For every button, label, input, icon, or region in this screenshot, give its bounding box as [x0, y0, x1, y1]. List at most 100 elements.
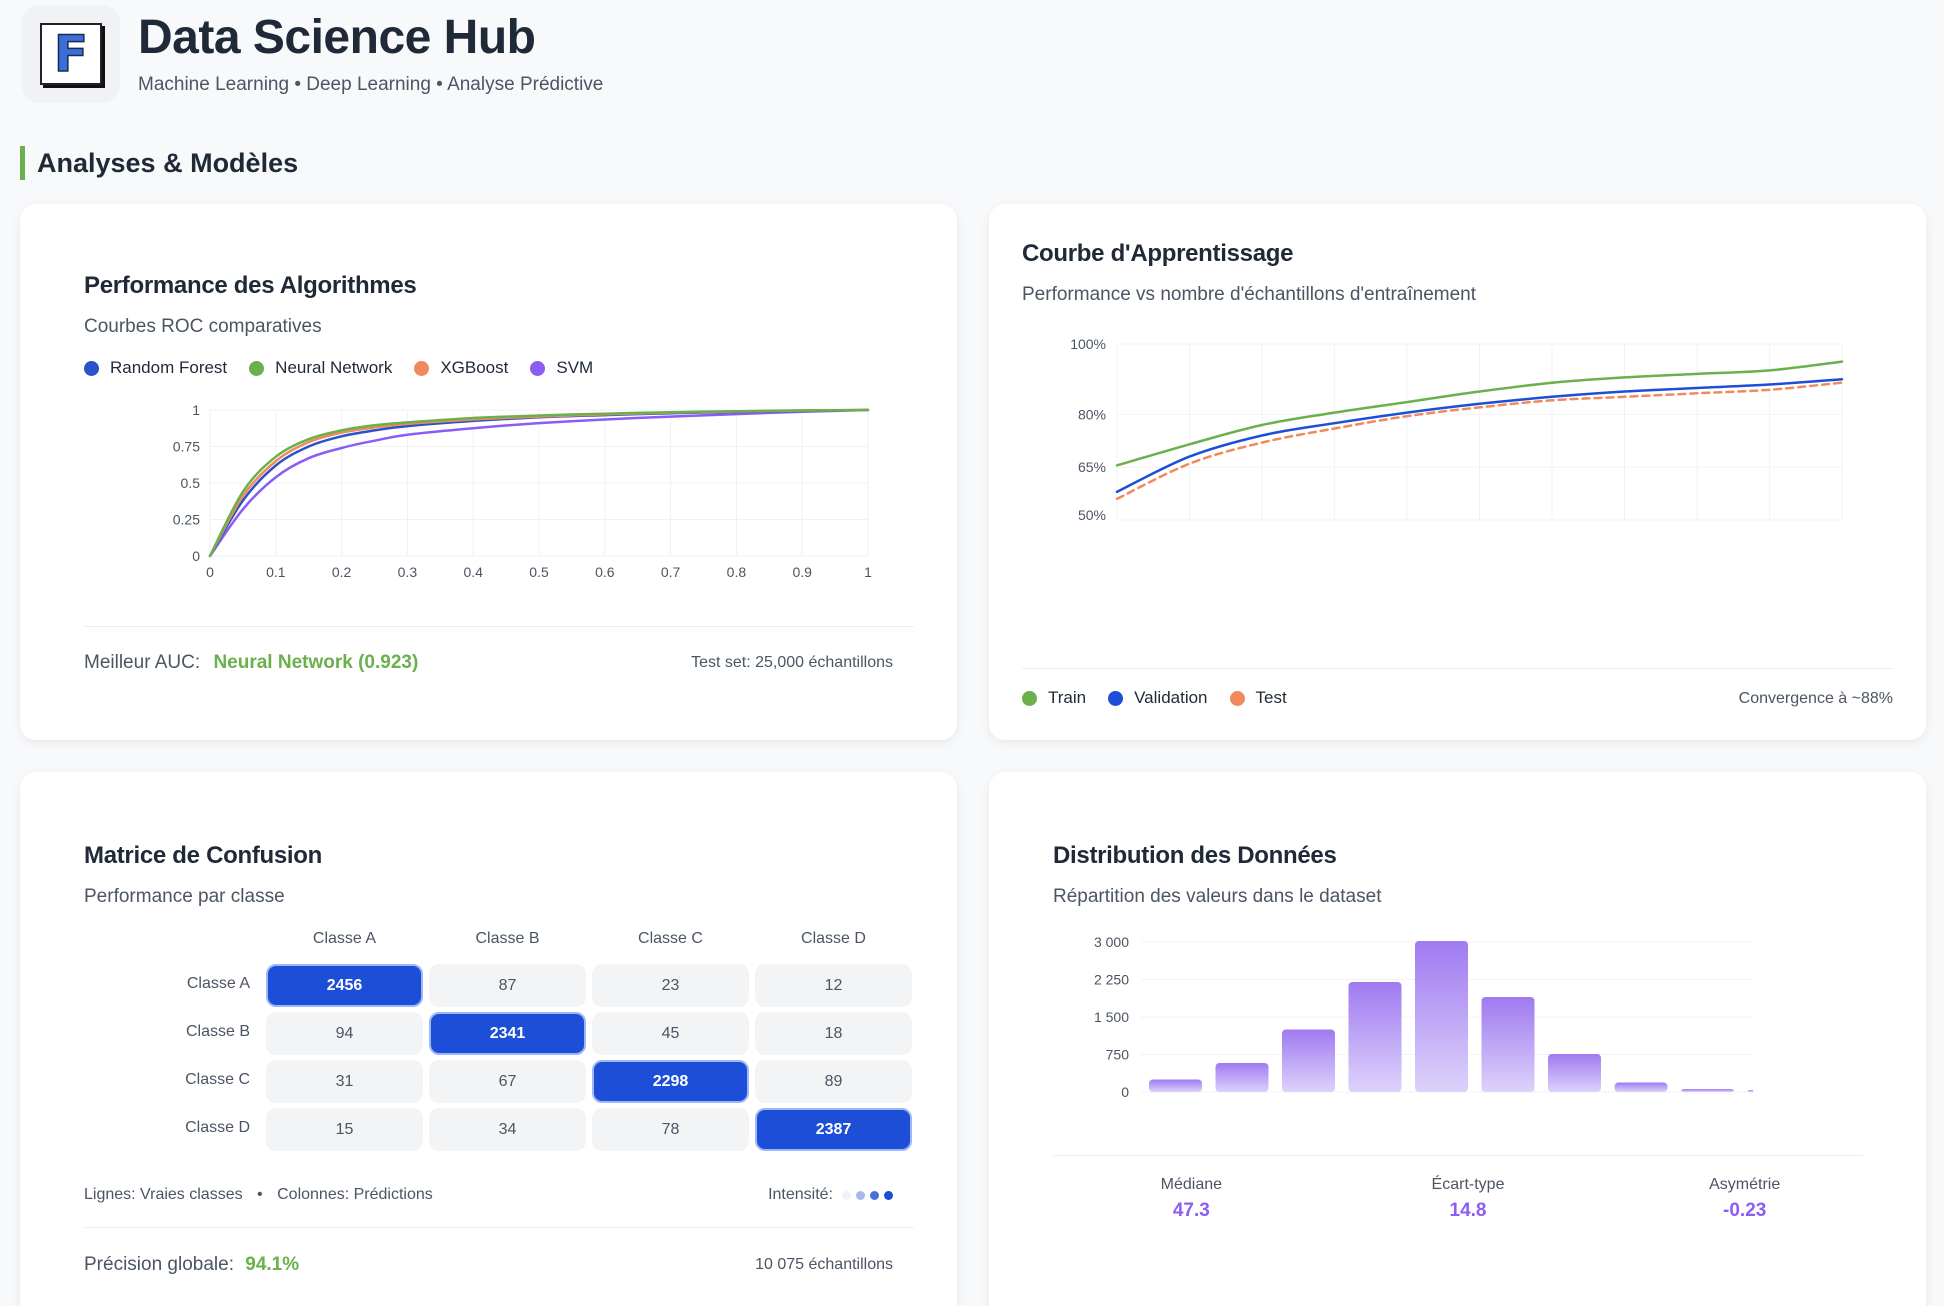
- matrix-cell: 2387: [755, 1108, 912, 1151]
- matrix-column-header: Classe C: [638, 930, 703, 947]
- roc-subtitle: Courbes ROC comparatives: [84, 316, 322, 337]
- roc-y-tick: 0: [192, 548, 200, 564]
- confusion-title: Matrice de Confusion: [84, 842, 323, 869]
- distribution-bar: [1747, 1090, 1753, 1092]
- roc-legend-dot: [530, 360, 546, 376]
- roc-legend-label: XGBoost: [440, 358, 509, 377]
- learning-series-line: [1115, 377, 1844, 494]
- matrix-cell: 2456: [266, 964, 423, 1007]
- matrix-cell: 2298: [592, 1060, 749, 1103]
- matrix-column-header: Classe D: [801, 930, 866, 947]
- matrix-row-header: Classe B: [185, 1023, 250, 1040]
- matrix-row-header: Classe A: [186, 975, 250, 992]
- distribution-bar: [1215, 1063, 1269, 1092]
- distribution-x-tick: 80-90: [1690, 1100, 1726, 1102]
- distribution-x-tick: 40-50: [1424, 1100, 1460, 1102]
- matrix-column-header: Classe A: [312, 930, 377, 947]
- app-logo: F: [40, 23, 102, 85]
- stat-value: -0.23: [1723, 1200, 1767, 1221]
- intensity-dot: [856, 1190, 865, 1200]
- roc-legend-dot: [414, 360, 430, 376]
- distribution-bar: [1548, 1054, 1601, 1092]
- distribution-x-tick: 50-60: [1490, 1100, 1526, 1102]
- learning-subtitle: Performance vs nombre d'échantillons d'e…: [1022, 284, 1476, 305]
- learning-chart: 50%65%80%100%0.1k0.25k0.5k0.75k1k1.5k2k2…: [1070, 336, 1844, 523]
- roc-y-tick: 0.75: [173, 439, 200, 455]
- roc-x-tick: 0.8: [727, 564, 747, 580]
- roc-legend-dot: [249, 360, 265, 376]
- learning-legend-item: Test: [1229, 688, 1287, 708]
- learning-legend-label: Test: [1255, 688, 1287, 707]
- axes-note-rows: Lignes: Vraies classes: [84, 1186, 243, 1203]
- matrix-cell: 12: [755, 964, 912, 1007]
- roc-x-tick: 0.3: [398, 564, 418, 580]
- roc-title: Performance des Algorithmes: [84, 272, 417, 299]
- roc-y-tick: 0.5: [181, 475, 201, 491]
- samples-count: 10 075 échantillons: [755, 1256, 893, 1273]
- learning-legend: Train Validation Test: [1022, 688, 1309, 708]
- confusion-card: Matrice de Confusion Performance par cla…: [20, 772, 957, 1306]
- distribution-y-tick: 1 500: [1094, 1009, 1129, 1025]
- distribution-x-tick: 70-80: [1623, 1100, 1659, 1102]
- learning-legend-dot: [1022, 690, 1037, 706]
- distribution-subtitle: Répartition des valeurs dans le dataset: [1053, 886, 1382, 907]
- distribution-y-tick: 750: [1106, 1047, 1130, 1063]
- roc-legend-item: SVM: [530, 358, 593, 378]
- roc-x-tick: 1: [864, 564, 872, 580]
- convergence-info: Convergence à ~88%: [1738, 690, 1893, 707]
- roc-legend-item: XGBoost: [414, 358, 508, 378]
- matrix-cell: 23: [592, 964, 749, 1007]
- roc-x-tick: 0.7: [661, 564, 681, 580]
- roc-x-tick: 0.5: [529, 564, 549, 580]
- distribution-stat: Médiane 47.3: [1053, 1176, 1330, 1222]
- test-set-info: Test set: 25,000 échantillons: [691, 654, 893, 671]
- learning-series-line: [1115, 360, 1844, 467]
- stat-label: Écart-type: [1431, 1176, 1505, 1193]
- learning-legend-dot: [1229, 690, 1245, 706]
- confusion-subtitle: Performance par classe: [84, 886, 285, 907]
- distribution-bar: [1415, 941, 1468, 1092]
- roc-x-tick: 0.1: [266, 564, 286, 580]
- learning-y-tick: 100%: [1070, 336, 1106, 352]
- distribution-bar: [1149, 1079, 1202, 1092]
- matrix-cell: 18: [755, 1012, 912, 1055]
- learning-legend-item: Validation: [1108, 688, 1208, 708]
- axes-note-cols: Colonnes: Prédictions: [277, 1186, 433, 1203]
- app-subtitle: Machine Learning • Deep Learning • Analy…: [138, 74, 604, 96]
- stat-value: 14.8: [1449, 1200, 1487, 1221]
- app-header: F Data Science Hub Machine Learning • De…: [22, 4, 603, 104]
- matrix-cell: 2341: [429, 1012, 586, 1055]
- roc-legend-label: Random Forest: [110, 358, 228, 377]
- distribution-bar: [1348, 982, 1402, 1092]
- distribution-bar: [1282, 1029, 1335, 1092]
- roc-legend-label: SVM: [556, 358, 594, 377]
- matrix-cell: 78: [592, 1108, 749, 1151]
- best-auc-label: Meilleur AUC:: [84, 652, 201, 673]
- stat-value: 47.3: [1172, 1200, 1210, 1221]
- matrix-cell: 15: [266, 1108, 423, 1151]
- matrix-cell: 89: [755, 1060, 912, 1103]
- matrix-row-header: Classe D: [185, 1119, 250, 1136]
- distribution-x-tick: 10-20: [1224, 1100, 1260, 1102]
- distribution-x-tick: 0-10: [1161, 1100, 1189, 1102]
- roc-x-tick: 0.2: [332, 564, 352, 580]
- divider: [1022, 668, 1894, 669]
- roc-x-tick: 0.9: [792, 564, 812, 580]
- matrix-cell: 45: [592, 1012, 749, 1055]
- intensity-dot: [884, 1190, 893, 1200]
- section-title: Analyses & Modèles: [20, 146, 298, 180]
- roc-y-tick: 1: [192, 402, 200, 418]
- logo-container: F: [22, 5, 120, 103]
- best-auc: Meilleur AUC: Neural Network (0.923): [84, 652, 418, 674]
- learning-y-tick: 50%: [1078, 507, 1106, 523]
- distribution-x-tick: 90-100: [1752, 1100, 1753, 1102]
- roc-x-tick: 0.6: [595, 564, 615, 580]
- learning-legend-dot: [1108, 690, 1124, 706]
- distribution-x-tick: 30-40: [1357, 1100, 1393, 1102]
- divider: [84, 1227, 914, 1228]
- learning-series-line: [1115, 381, 1844, 501]
- distribution-chart: 0 750 1 500 2 250 3 000 0-10 10-20 20-30 30-40 40…: [1094, 934, 1753, 1102]
- distribution-y-tick: 2 250: [1094, 972, 1129, 988]
- distribution-stat: Écart-type 14.8: [1330, 1176, 1607, 1222]
- matrix-cell: 94: [266, 1012, 423, 1055]
